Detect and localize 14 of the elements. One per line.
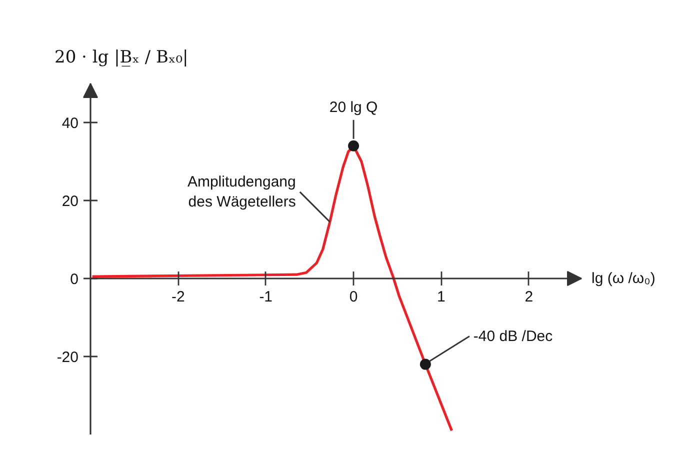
x-tick-label: 0 <box>349 288 358 306</box>
y-axis-title: 20 · lg |B̲ₓ / Bₓ₀| <box>54 48 188 68</box>
x-tick-label: 1 <box>437 288 446 306</box>
x-tick-label: -2 <box>172 288 185 306</box>
annotation: Amplitudengang des Wägetellers <box>187 173 296 211</box>
x-axis-title: lg (ω /ω₀) <box>592 270 656 287</box>
annotation: 20 lg Q <box>329 98 378 116</box>
y-tick-label: 20 <box>62 193 79 210</box>
y-tick-label: -20 <box>56 349 79 366</box>
annotation: -40 dB /Dec <box>473 328 554 345</box>
x-tick-label: 2 <box>524 288 534 306</box>
y-tick-label: 0 <box>70 271 78 288</box>
x-tick-label: -1 <box>259 288 273 306</box>
y-tick-label: 40 <box>62 115 79 132</box>
